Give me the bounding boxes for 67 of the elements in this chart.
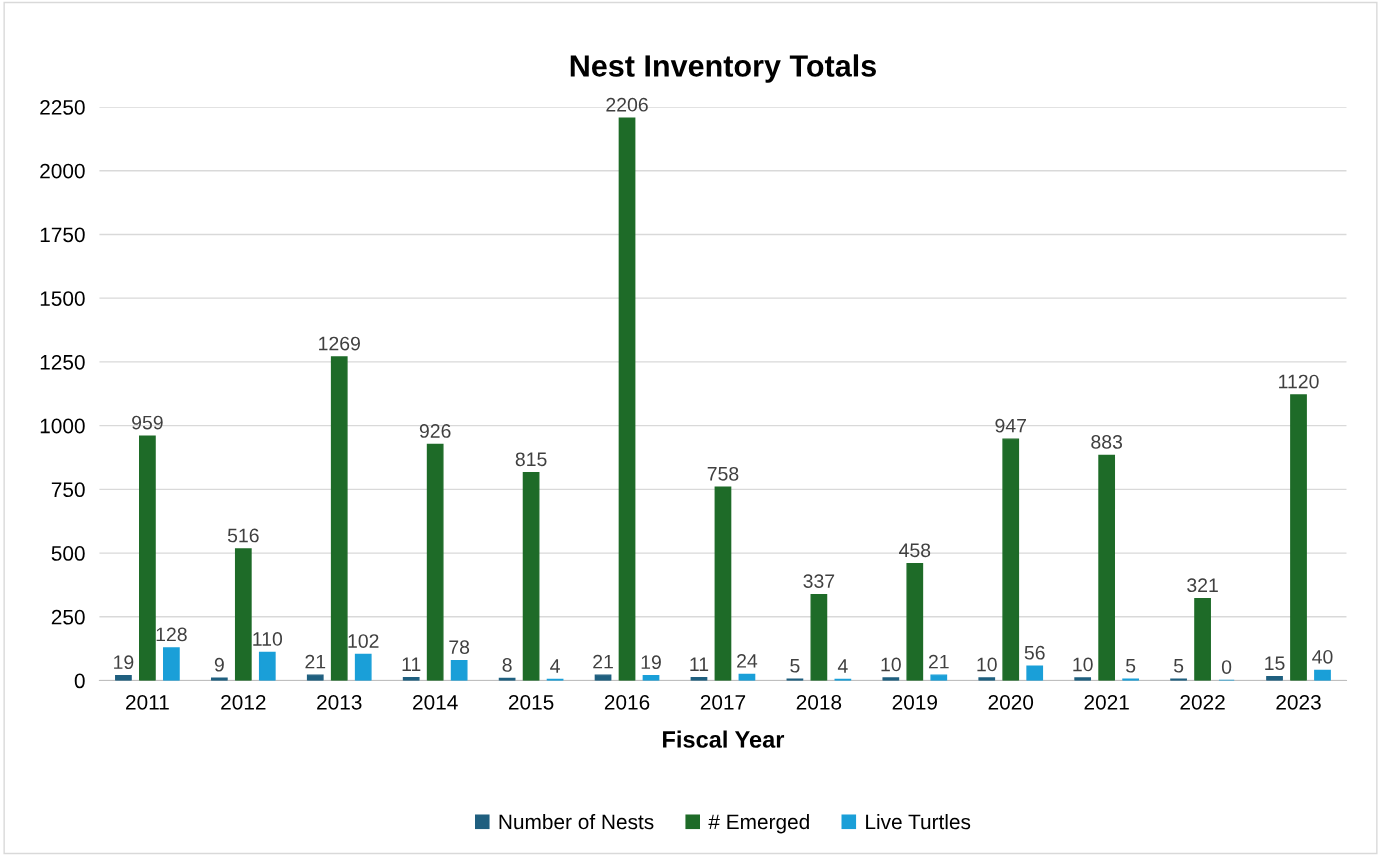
data-label: 10 bbox=[881, 657, 901, 672]
data-label: 128 bbox=[156, 627, 187, 642]
data-label: 5 bbox=[790, 659, 800, 673]
chart-title: Nest Inventory Totals bbox=[570, 54, 876, 83]
x-tick-label: 2021 bbox=[1084, 694, 1129, 710]
data-label: 959 bbox=[132, 415, 163, 430]
data-label: 1120 bbox=[1279, 374, 1319, 389]
x-tick-label: 2015 bbox=[508, 694, 554, 710]
y-tick-label: 2000 bbox=[40, 163, 85, 179]
y-tick-label: 1000 bbox=[40, 418, 85, 434]
x-tick-label: 2023 bbox=[1276, 694, 1321, 710]
x-axis-title: Fiscal Year bbox=[663, 730, 785, 748]
y-tick-label: 1750 bbox=[40, 227, 85, 243]
x-tick-label: 2018 bbox=[796, 694, 842, 710]
data-label: 15 bbox=[1265, 656, 1285, 671]
data-label: 78 bbox=[449, 640, 470, 655]
data-label: 19 bbox=[114, 655, 134, 670]
y-tick-label: 250 bbox=[51, 609, 85, 625]
legend-label: Live Turtles bbox=[866, 813, 971, 830]
x-tick-label: 2019 bbox=[892, 694, 937, 710]
legend-label: # Emerged bbox=[708, 813, 809, 834]
x-tick-label: 2012 bbox=[221, 694, 266, 710]
x-tick-label: 2016 bbox=[604, 694, 650, 710]
x-tick-label: 2017 bbox=[700, 694, 746, 710]
data-label: 516 bbox=[227, 528, 259, 543]
data-label: 815 bbox=[515, 452, 547, 467]
data-label: 458 bbox=[899, 543, 931, 558]
data-label: 10 bbox=[977, 657, 997, 672]
data-label: 4 bbox=[550, 659, 560, 673]
data-label: 9 bbox=[214, 657, 224, 672]
data-label: 110 bbox=[253, 632, 283, 646]
data-label: 1269 bbox=[319, 336, 360, 351]
x-tick-label: 2013 bbox=[317, 694, 362, 710]
data-label: 8 bbox=[502, 658, 512, 672]
data-label: 321 bbox=[1187, 578, 1218, 593]
data-label: 926 bbox=[419, 424, 451, 438]
data-label: 11 bbox=[402, 657, 421, 671]
data-label: 21 bbox=[928, 654, 949, 669]
data-label: 40 bbox=[1312, 649, 1333, 664]
data-label: 5 bbox=[1173, 659, 1184, 673]
y-tick-label: 0 bbox=[74, 673, 85, 689]
data-label: 337 bbox=[803, 574, 835, 588]
x-tick-label: 2011 bbox=[126, 694, 169, 710]
y-tick-label: 1500 bbox=[40, 291, 85, 306]
x-tick-label: 2022 bbox=[1180, 694, 1225, 710]
data-label: 5 bbox=[1126, 659, 1136, 673]
data-label: 21 bbox=[593, 654, 613, 669]
legend-label: Number of Nests bbox=[499, 813, 654, 830]
y-tick-label: 2250 bbox=[40, 100, 85, 115]
data-label: 883 bbox=[1091, 435, 1123, 449]
data-label: 19 bbox=[641, 655, 661, 670]
y-tick-label: 1250 bbox=[40, 354, 85, 370]
data-label: 24 bbox=[737, 654, 758, 668]
data-label: 947 bbox=[995, 418, 1026, 433]
y-tick-label: 750 bbox=[51, 482, 85, 498]
data-label: 758 bbox=[707, 466, 739, 481]
data-label: 10 bbox=[1073, 657, 1093, 672]
y-tick-label: 500 bbox=[51, 546, 85, 561]
data-label: 2206 bbox=[606, 97, 648, 112]
data-label: 11 bbox=[690, 657, 709, 671]
x-tick-label: 2020 bbox=[988, 694, 1034, 710]
data-label: 0 bbox=[1221, 660, 1232, 674]
data-label: 56 bbox=[1024, 645, 1045, 660]
data-label: 4 bbox=[837, 659, 848, 673]
data-label: 102 bbox=[348, 634, 379, 648]
data-label: 21 bbox=[305, 654, 326, 669]
x-tick-label: 2014 bbox=[413, 694, 458, 710]
